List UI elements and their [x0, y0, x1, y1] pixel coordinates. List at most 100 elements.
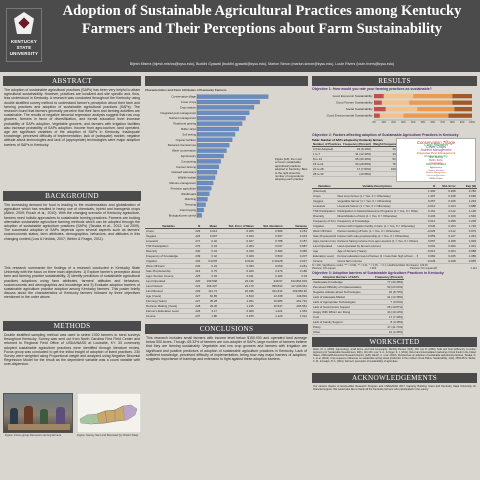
- perception-segment: [374, 100, 382, 105]
- practice-label: Conservation tillage: [171, 95, 196, 99]
- reg-cell: 0.436: [417, 213, 437, 219]
- stats-cell: 227: [191, 293, 202, 299]
- stats-cell: 3.17: [201, 308, 219, 314]
- middle-header-bar: [145, 76, 308, 86]
- reg-cell: Row crop farmer (1 = Yes, 0 = Otherwise): [336, 193, 418, 199]
- reg-cell: -0.025: [417, 228, 437, 234]
- word-cloud-term: Crop Rotation: [424, 142, 448, 147]
- stats-header: Variance: [283, 224, 308, 229]
- stats-cell: 226: [191, 233, 202, 239]
- sap-cell: 65 (33.33%): [342, 156, 373, 162]
- word-cloud-term: Precision Agriculture: [426, 175, 446, 178]
- barrier-cell: Lack of Family Support: [312, 319, 370, 325]
- reg-row: TNF Participation Participation in Natura…: [312, 208, 477, 214]
- perception-label: Good Economic Sustainability: [333, 94, 373, 98]
- stats-cell: 1.120: [254, 313, 284, 319]
- stats-row: Livestock 271 0.42 0.027 0.788 0.157: [145, 238, 308, 244]
- reg-cell: [336, 188, 418, 194]
- word-cloud-term: Cover Crops: [426, 145, 446, 150]
- reg-row: Income Gross farm income -0.046 0.048 0.955: [312, 258, 477, 264]
- regression-stats: Pearson Chi-square 1.363 Pearson Chi-squ…: [312, 267, 477, 270]
- stats-cell: Land Operated: [145, 278, 192, 284]
- stats-cell: 271: [191, 238, 202, 244]
- figure-caption-1: Figure: Focus group discussion among far…: [5, 434, 62, 437]
- barrier-row: Cost 17 (7.39%): [312, 314, 404, 320]
- sap-cell: 64 (29.80%): [342, 161, 373, 167]
- practice-bar: [196, 99, 260, 105]
- reg-cell: 1.001: [456, 243, 477, 249]
- stats-row: TNF Participation 276 0.43 0.364 0.037 0.987: [145, 243, 308, 249]
- stats-cell: 276: [191, 243, 202, 249]
- sap-cell: 1 to 7: [312, 151, 343, 157]
- stats-cell: 0.029: [218, 268, 255, 274]
- perception-label: Good Farmer Sustainability: [336, 101, 373, 105]
- stats-cell: 0.223: [283, 233, 308, 239]
- stats-row: Land Owned 224 166.337 24.179 359.834 117,206…: [145, 283, 308, 289]
- stats-cell: 1.221: [254, 308, 284, 314]
- stats-row: Veggies 226 0.097 0.034 0.297 0.223: [145, 233, 308, 239]
- reg-cell: Livestock farmer (1 = Yes, 0 = Otherwise…: [336, 203, 418, 209]
- workscited-heading: WORKSCITED: [312, 337, 477, 347]
- practice-bar: [196, 148, 227, 153]
- stat-value-1: 1.363: [369, 267, 377, 270]
- barrier-cell: Lack of Government Support: [312, 304, 370, 310]
- reg-cell: Land operated by farmers (Acres): [336, 243, 418, 249]
- methods-heading: METHODS: [3, 321, 141, 331]
- reg-cell: 0.166: [436, 198, 457, 204]
- perception-segment: [413, 94, 453, 99]
- barrier-cell: Happy With What I am Doing: [312, 309, 370, 315]
- reg-cell: 1.307: [417, 193, 437, 199]
- reg-cell: 0.127: [436, 233, 457, 239]
- practice-label: Integrated pest management: [160, 111, 196, 115]
- reg-header: Variable Descriptions: [336, 184, 418, 189]
- sap-header: Weight Frequency: [372, 142, 400, 147]
- reg-cell: Sole Proprietorship: [312, 233, 337, 239]
- background-heading: BACKGROUND: [3, 191, 141, 201]
- barrier-header: Adoption Barriers of SAPs: [312, 275, 370, 280]
- sap-cell: 53.4: [372, 156, 400, 162]
- reg-cell: Frequency of Knowledge: [312, 218, 337, 224]
- stats-row: Sole Proprietorship 216 0.75 0.029 0.476 0.18…: [145, 268, 308, 274]
- reg-cell: 1.929: [456, 238, 477, 244]
- stats-cell: 0.586: [254, 228, 284, 234]
- reg-row: Frequency of KnowledgeFrequency of Knowl…: [312, 218, 477, 224]
- sap-cell: (10.08%): [342, 171, 373, 177]
- perception-label: Social Sustainability: [346, 107, 373, 111]
- reg-cell: Education Level: [312, 253, 337, 259]
- practice-label: Organic fertilizer: [176, 138, 196, 142]
- reg-cell: Gross farm income: [336, 258, 418, 264]
- reg-cell: 0.000: [436, 243, 457, 249]
- stats-cell: 0.43: [201, 263, 219, 269]
- practice-bar: [196, 202, 206, 207]
- stats-cell: 226: [191, 228, 202, 234]
- reg-cell: Farmer with irrigation facility in farm …: [336, 223, 418, 229]
- stats-cell: 220: [191, 278, 202, 284]
- stats-cell: 0.037: [254, 243, 284, 249]
- perception-tick-label: 70%: [440, 122, 445, 124]
- stats-cell: 0.069: [218, 308, 255, 314]
- reg-cell: Farmers having income from agro-tourism …: [336, 238, 418, 244]
- perception-segment: [403, 113, 449, 118]
- reg-cell: Livestock: [312, 203, 337, 209]
- barrier-table: Adoption Barriers of SAPs Frequency (Perc…: [312, 275, 404, 335]
- stats-row: Land Rented 229 121.74 22.048 331.644 109,966…: [145, 288, 308, 294]
- stats-cell: 0.03: [283, 273, 308, 279]
- reg-cell: -0.012: [417, 248, 437, 254]
- stats-row: Crops 226 0.314 0.025 0.586 0.151: [145, 228, 308, 234]
- figure-caption-2: Figure: Survey Sent and Received (by Dis…: [77, 434, 139, 437]
- stats-cell: 237: [191, 313, 202, 319]
- background-text-2: This research summarize the findings of …: [4, 266, 140, 300]
- stats-cell: 0.788: [254, 238, 284, 244]
- workscited-text: Altieri, M. A. (2009). Agroecology, smal…: [313, 348, 476, 363]
- perception-segment: [454, 107, 472, 112]
- reg-cell: Work Off-Farm: [312, 228, 337, 234]
- stats-row: Income 237 1.86 0.155 1.120 1.512: [145, 313, 308, 319]
- stats-cell: 0.75: [201, 268, 219, 274]
- perception-segment: [383, 94, 414, 99]
- middle-column: Characteristics and Farm Attributes of K…: [145, 76, 308, 396]
- practice-label: Soil testing: [182, 132, 196, 136]
- reg-cell: 0.104: [436, 203, 457, 209]
- practice-label: Intercropping: [180, 208, 197, 212]
- practice-bar: [196, 153, 224, 159]
